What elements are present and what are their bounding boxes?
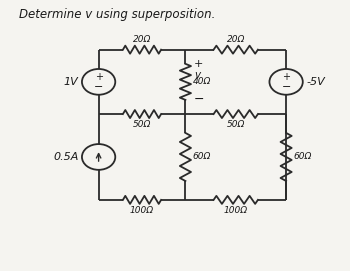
Text: +: + (282, 72, 290, 82)
Text: Determine v using superposition.: Determine v using superposition. (19, 8, 215, 21)
Text: 50Ω: 50Ω (133, 120, 151, 129)
Text: 100Ω: 100Ω (130, 206, 154, 215)
Text: 50Ω: 50Ω (226, 120, 245, 129)
Text: −: − (281, 82, 291, 92)
Text: 1V: 1V (64, 77, 78, 87)
Text: 20Ω: 20Ω (226, 35, 245, 44)
Text: 60Ω: 60Ω (294, 153, 312, 162)
Text: 100Ω: 100Ω (224, 206, 248, 215)
Text: −: − (94, 82, 103, 92)
Text: +: + (94, 72, 103, 82)
Text: +: + (194, 59, 203, 69)
Text: 0.5A: 0.5A (53, 152, 78, 162)
Text: v: v (194, 70, 200, 80)
Text: −: − (194, 93, 205, 106)
Text: -5V: -5V (306, 77, 325, 87)
Text: 40Ω: 40Ω (193, 77, 211, 86)
Text: 60Ω: 60Ω (193, 153, 211, 162)
Text: 20Ω: 20Ω (133, 35, 151, 44)
